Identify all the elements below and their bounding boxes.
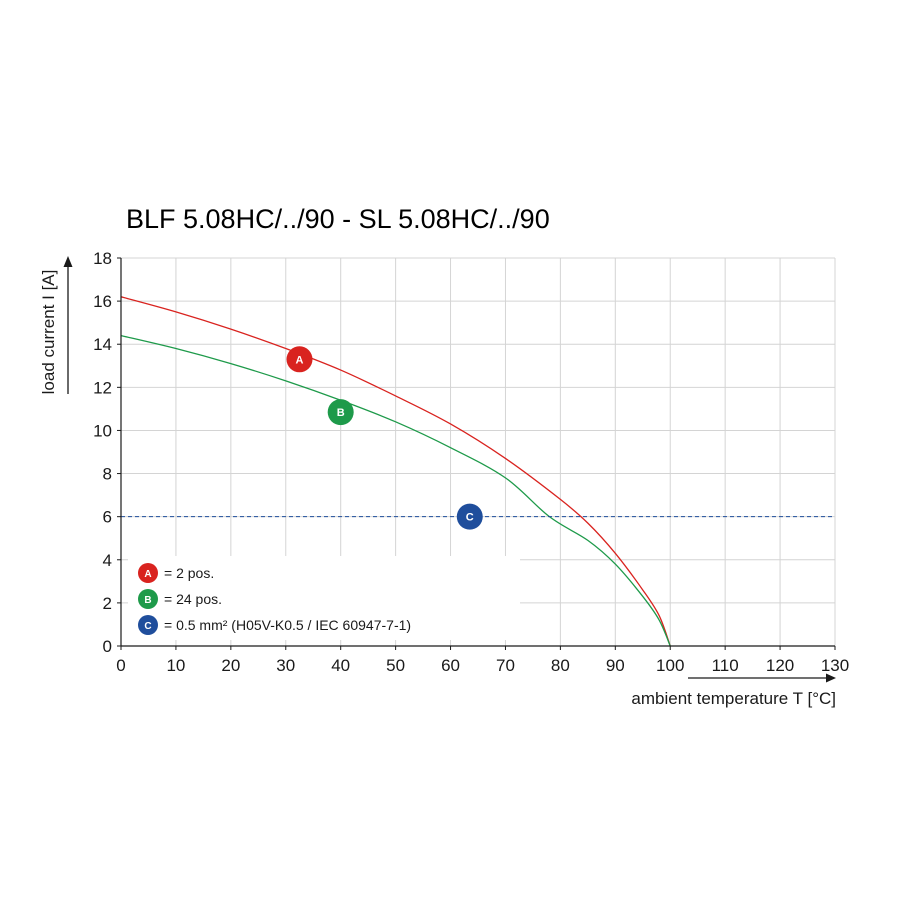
x-tick-label: 30 [276, 656, 295, 675]
y-tick-label: 2 [103, 594, 112, 613]
x-tick-label: 20 [221, 656, 240, 675]
y-tick-label: 14 [93, 335, 112, 354]
legend-badge-b [138, 589, 158, 609]
y-tick-label: 10 [93, 421, 112, 440]
marker-c-badge [456, 503, 483, 530]
marker-b-badge [327, 399, 354, 426]
legend-box [128, 556, 520, 640]
y-axis-label: load current I [A] [39, 270, 58, 395]
marker-c-letter: C [466, 512, 474, 524]
legend-entry-c: = 0.5 mm² (H05V-K0.5 / IEC 60947-7-1) [164, 617, 411, 633]
chart-title: BLF 5.08HC/../90 - SL 5.08HC/../90 [126, 204, 550, 234]
legend-badge-letter: C [144, 621, 151, 632]
legend-badge-letter: A [144, 569, 151, 580]
legend-background [128, 556, 520, 640]
axes [63, 256, 836, 683]
legend-entry-a: = 2 pos. [164, 565, 214, 581]
y-tick-label: 12 [93, 378, 112, 397]
x-tick-label: 0 [116, 656, 125, 675]
x-tick-label: 130 [821, 656, 849, 675]
marker-a-badge [286, 346, 313, 373]
legend: A = 2 pos. B = 24 pos. C = 0.5 mm² (H05V-K0.5… [138, 563, 411, 635]
x-tick-label: 60 [441, 656, 460, 675]
series-line-a [120, 296, 671, 647]
marker-a-letter: A [296, 354, 304, 366]
marker-b-letter: B [337, 407, 345, 419]
x-tick-label: 120 [766, 656, 794, 675]
x-tick-label: 70 [496, 656, 515, 675]
x-tick-label: 90 [606, 656, 625, 675]
x-tick-label: 10 [166, 656, 185, 675]
legend-badge-letter: B [144, 595, 151, 606]
series-line-b [120, 334, 671, 647]
y-label-arrow-head [63, 256, 73, 267]
x-label-arrow-head [826, 673, 836, 683]
y-tick-label: 4 [103, 551, 112, 570]
y-tick-label: 6 [103, 508, 112, 527]
legend-entry-b: = 24 pos. [164, 591, 222, 607]
legend-badge-a [138, 563, 158, 583]
x-tick-label: 40 [331, 656, 350, 675]
y-tick-label: 0 [103, 637, 112, 656]
x-tick-label: 50 [386, 656, 405, 675]
y-tick-label: 18 [93, 249, 112, 268]
legend-badge-c [138, 615, 158, 635]
y-tick-label: 8 [103, 465, 112, 484]
x-axis-label: ambient temperature T [°C] [631, 689, 836, 708]
x-tick-label: 110 [712, 656, 739, 675]
x-tick-label: 80 [551, 656, 570, 675]
curve-markers: A B C [286, 346, 483, 530]
tick-labels: 0 10 20 30 40 50 60 70 80 90 100 110 120 130 0 2 4 6 8 10 12… [93, 249, 849, 675]
x-tick-label: 100 [656, 656, 684, 675]
y-tick-label: 16 [93, 292, 112, 311]
